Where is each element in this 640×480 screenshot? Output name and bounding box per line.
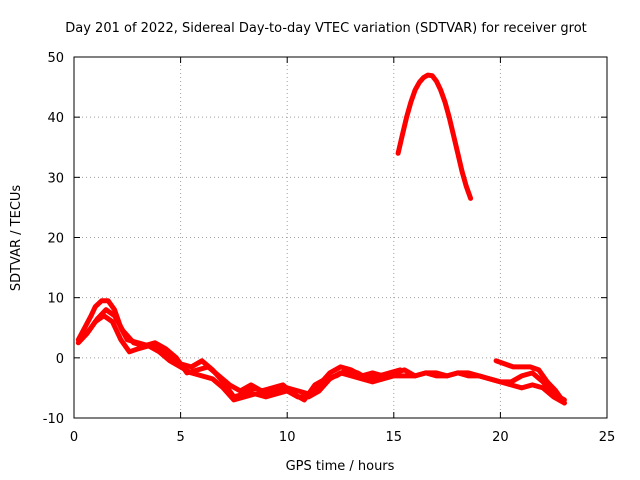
x-tick-label: 0: [70, 430, 78, 445]
y-tick-label: 40: [47, 111, 64, 126]
y-tick-label: 50: [47, 51, 64, 66]
x-tick-label: 10: [279, 430, 296, 445]
plot-frame: [73, 56, 608, 419]
series-line-trace-c: [77, 307, 403, 403]
series-line-trace-e: [493, 358, 567, 406]
x-axis-label: GPS time / hours: [286, 459, 395, 474]
series-line-trace-b: [75, 313, 567, 406]
chart-title: Day 201 of 2022, Sidereal Day-to-day VTE…: [65, 21, 587, 36]
grid: [74, 57, 607, 418]
y-tick-label: -10: [43, 412, 64, 427]
x-tick-label: 25: [599, 430, 616, 445]
y-tick-label: 20: [47, 232, 64, 247]
series-line-trace-d: [395, 72, 474, 201]
x-tick-label: 5: [176, 430, 184, 445]
y-tick-label: 30: [47, 171, 64, 186]
series-area: [75, 72, 567, 406]
y-tick-label: 0: [56, 352, 64, 367]
y-tick-label: 10: [47, 292, 64, 307]
y-axis-label: SDTVAR / TECUs: [9, 185, 24, 292]
x-tick-label: 20: [492, 430, 509, 445]
axis-ticks: 0 5 10 15 20 25 -10 0 10 20 30 40 50: [43, 51, 616, 445]
x-tick-label: 15: [386, 430, 403, 445]
